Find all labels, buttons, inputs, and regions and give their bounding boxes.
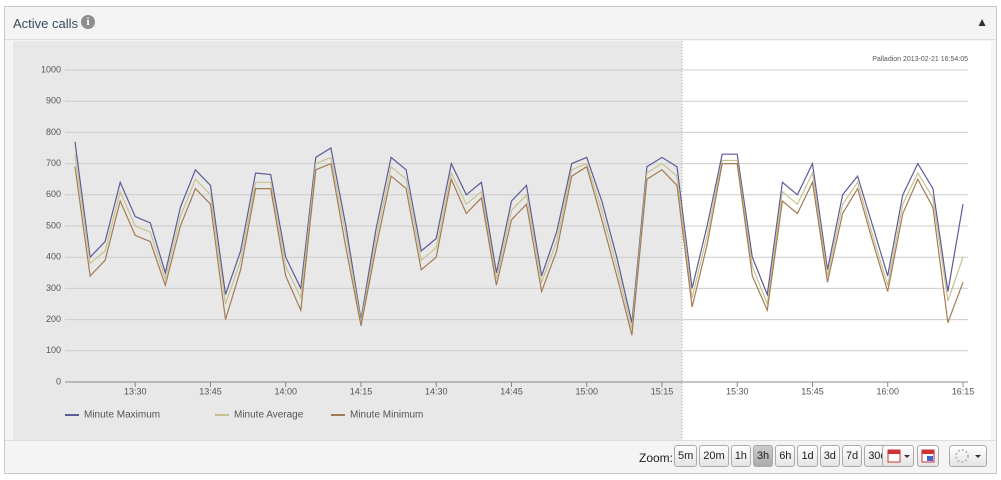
- zoom-button[interactable]: 1d: [797, 445, 818, 467]
- annotation: Palladion 2013-02-21 16:54:05: [872, 56, 968, 63]
- zoom-button[interactable]: 3d: [819, 445, 840, 467]
- x-tick-label: 13:45: [199, 386, 222, 396]
- legend-label: Minute Minimum: [350, 410, 423, 421]
- panel-header: Active calls i ▲: [5, 7, 996, 40]
- x-tick-label: 15:45: [801, 386, 824, 396]
- y-tick-label: 500: [46, 220, 61, 230]
- zoom-button[interactable]: 6h: [775, 445, 796, 467]
- zoom-label: Zoom:: [639, 451, 674, 465]
- history-region: [13, 41, 683, 441]
- collapse-button[interactable]: ▲: [976, 15, 988, 29]
- x-tick-label: 15:00: [575, 386, 598, 396]
- legend-label: Minute Average: [234, 410, 304, 421]
- x-tick-label: 14:15: [350, 386, 373, 396]
- toolbar: Zoom: 5m 20m 1h 3h 6h 1d 3d 7d 30d: [5, 440, 996, 473]
- x-tick-label: 13:30: [124, 386, 147, 396]
- calendar-button[interactable]: [882, 445, 914, 467]
- series-line: [74, 162, 964, 336]
- zoom-button[interactable]: 20m: [699, 445, 729, 467]
- info-icon[interactable]: i: [81, 15, 95, 29]
- y-tick-label: 700: [46, 158, 61, 168]
- y-tick-label: 100: [46, 345, 61, 355]
- x-tick-label: 15:30: [726, 386, 749, 396]
- y-tick-label: 200: [46, 314, 61, 324]
- y-tick-label: 900: [46, 96, 61, 106]
- zoom-button[interactable]: 7d: [841, 445, 863, 467]
- zoom-buttons: 5m 20m 1h 3h 6h 1d 3d 7d 30d: [674, 445, 891, 467]
- y-tick-label: 800: [46, 127, 61, 137]
- settings-button[interactable]: [949, 445, 987, 467]
- settings-icon: [955, 449, 981, 463]
- y-tick-label: 1000: [41, 64, 61, 74]
- x-tick-label: 16:15: [952, 386, 975, 396]
- legend-label: Minute Maximum: [84, 410, 160, 421]
- chart: Palladion 2013-02-21 16:54:05 0 100 200 300 4…: [13, 41, 991, 441]
- y-tick-label: 0: [56, 376, 61, 386]
- y-tick-label: 400: [46, 252, 61, 262]
- x-tick-label: 14:30: [425, 386, 448, 396]
- zoom-button[interactable]: 3h: [752, 445, 774, 467]
- zoom-button[interactable]: 5m: [674, 445, 698, 467]
- series-line: [74, 154, 964, 330]
- zoom-button[interactable]: 1h: [730, 445, 751, 467]
- y-tick-label: 300: [46, 283, 61, 293]
- panel: Active calls i ▲ Palladion 2013-02-21 16…: [4, 6, 997, 474]
- panel-title: Active calls: [13, 16, 79, 31]
- x-tick-label: 15:15: [651, 386, 674, 396]
- x-tick-label: 14:00: [274, 386, 297, 396]
- x-tick-label: 16:00: [876, 386, 899, 396]
- calendar-icon: [921, 449, 935, 463]
- y-tick-label: 600: [46, 189, 61, 199]
- calendar-range-button[interactable]: [917, 445, 939, 467]
- x-tick-label: 14:45: [500, 386, 523, 396]
- series-line: [74, 141, 964, 323]
- calendar-icon: [887, 449, 910, 463]
